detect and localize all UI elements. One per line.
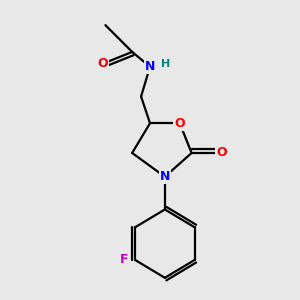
Text: O: O [97, 57, 108, 70]
Text: O: O [216, 146, 226, 160]
Text: N: N [160, 170, 170, 183]
Text: O: O [174, 117, 185, 130]
Text: H: H [161, 59, 170, 69]
Text: F: F [120, 254, 128, 266]
Text: N: N [145, 60, 155, 73]
